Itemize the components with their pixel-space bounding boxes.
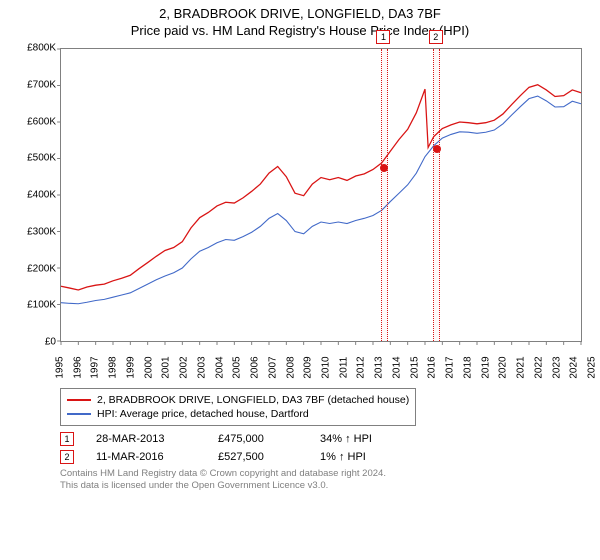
x-axis-tick-label: 2013 — [374, 356, 385, 378]
event-dot — [380, 164, 388, 172]
y-axis-tick-label: £700K — [27, 79, 56, 90]
chart-area: £0 £100K £200K £300K £400K £500K £600K £700K £80… — [10, 44, 590, 384]
x-axis-tick-label: 1998 — [108, 356, 119, 378]
y-axis-tick-label: £300K — [27, 226, 56, 237]
y-axis-tick-label: £600K — [27, 116, 56, 127]
x-axis-tick-label: 2010 — [321, 356, 332, 378]
legend: 2, BRADBROOK DRIVE, LONGFIELD, DA3 7BF (… — [60, 388, 416, 426]
legend-text: HPI: Average price, detached house, Dart… — [97, 407, 309, 421]
events-table: 1 28-MAR-2013 £475,000 34% ↑ HPI 2 11-MAR-201… — [60, 432, 590, 464]
event-label-box: 2 — [60, 450, 74, 464]
title-subtitle: Price paid vs. HM Land Registry's House … — [10, 23, 590, 38]
footer-line2: This data is licensed under the Open Gov… — [60, 480, 590, 492]
x-axis-tick-label: 2001 — [161, 356, 172, 378]
x-axis-tick-label: 1997 — [90, 356, 101, 378]
y-axis-tick-label: £800K — [27, 43, 56, 54]
x-axis-tick-label: 2020 — [498, 356, 509, 378]
event-date: 28-MAR-2013 — [96, 433, 196, 445]
x-axis-tick-label: 1996 — [72, 356, 83, 378]
x-axis-tick-label: 2015 — [409, 356, 420, 378]
legend-text: 2, BRADBROOK DRIVE, LONGFIELD, DA3 7BF (… — [97, 393, 409, 407]
y-axis-tick-label: £200K — [27, 263, 56, 274]
event-dot — [433, 145, 441, 153]
x-axis-tick-label: 2006 — [250, 356, 261, 378]
event-band — [433, 49, 440, 341]
event-delta: 1% ↑ HPI — [320, 451, 366, 463]
plot-region — [60, 48, 582, 342]
event-row: 1 28-MAR-2013 £475,000 34% ↑ HPI — [60, 432, 590, 446]
event-row: 2 11-MAR-2016 £527,500 1% ↑ HPI — [60, 450, 590, 464]
x-axis-tick-label: 1995 — [55, 356, 66, 378]
y-axis-tick-label: £100K — [27, 300, 56, 311]
legend-swatch — [67, 413, 91, 415]
x-axis-tick-label: 2002 — [179, 356, 190, 378]
x-axis-tick-label: 2018 — [462, 356, 473, 378]
y-axis-tick-label: £400K — [27, 190, 56, 201]
x-axis-tick-label: 1999 — [125, 356, 136, 378]
event-price: £475,000 — [218, 433, 298, 445]
event-band — [381, 49, 388, 341]
x-axis-tick-label: 2007 — [267, 356, 278, 378]
event-date: 11-MAR-2016 — [96, 451, 196, 463]
event-marker-box: 1 — [376, 30, 390, 44]
x-axis-tick-label: 2000 — [143, 356, 154, 378]
x-axis-tick-label: 2011 — [338, 357, 349, 379]
x-axis-tick-label: 2014 — [391, 356, 402, 378]
event-label-box: 1 — [60, 432, 74, 446]
x-axis-tick-label: 2016 — [427, 356, 438, 378]
legend-row: HPI: Average price, detached house, Dart… — [67, 407, 409, 421]
x-axis-tick-label: 2004 — [214, 356, 225, 378]
event-marker-box: 2 — [429, 30, 443, 44]
x-axis-tick-label: 2017 — [445, 356, 456, 378]
legend-row: 2, BRADBROOK DRIVE, LONGFIELD, DA3 7BF (… — [67, 393, 409, 407]
x-axis-tick-label: 2019 — [480, 356, 491, 378]
x-axis-tick-label: 2008 — [285, 356, 296, 378]
x-axis-tick-label: 2025 — [587, 356, 598, 378]
legend-swatch — [67, 399, 91, 401]
y-axis-tick-label: £500K — [27, 153, 56, 164]
x-axis-tick-label: 2005 — [232, 356, 243, 378]
x-axis-tick-label: 2003 — [196, 356, 207, 378]
event-price: £527,500 — [218, 451, 298, 463]
footer-attribution: Contains HM Land Registry data © Crown c… — [60, 468, 590, 492]
x-axis-tick-label: 2023 — [551, 356, 562, 378]
x-axis-tick-label: 2024 — [569, 356, 580, 378]
x-axis-tick-label: 2021 — [516, 356, 527, 378]
event-delta: 34% ↑ HPI — [320, 433, 372, 445]
x-axis-tick-label: 2022 — [533, 356, 544, 378]
x-axis-tick-label: 2009 — [303, 356, 314, 378]
x-axis-tick-label: 2012 — [356, 356, 367, 378]
y-axis-tick-label: £0 — [45, 337, 56, 348]
chart-container: 2, BRADBROOK DRIVE, LONGFIELD, DA3 7BF P… — [0, 0, 600, 496]
footer-line1: Contains HM Land Registry data © Crown c… — [60, 468, 590, 480]
title-address: 2, BRADBROOK DRIVE, LONGFIELD, DA3 7BF — [10, 6, 590, 21]
